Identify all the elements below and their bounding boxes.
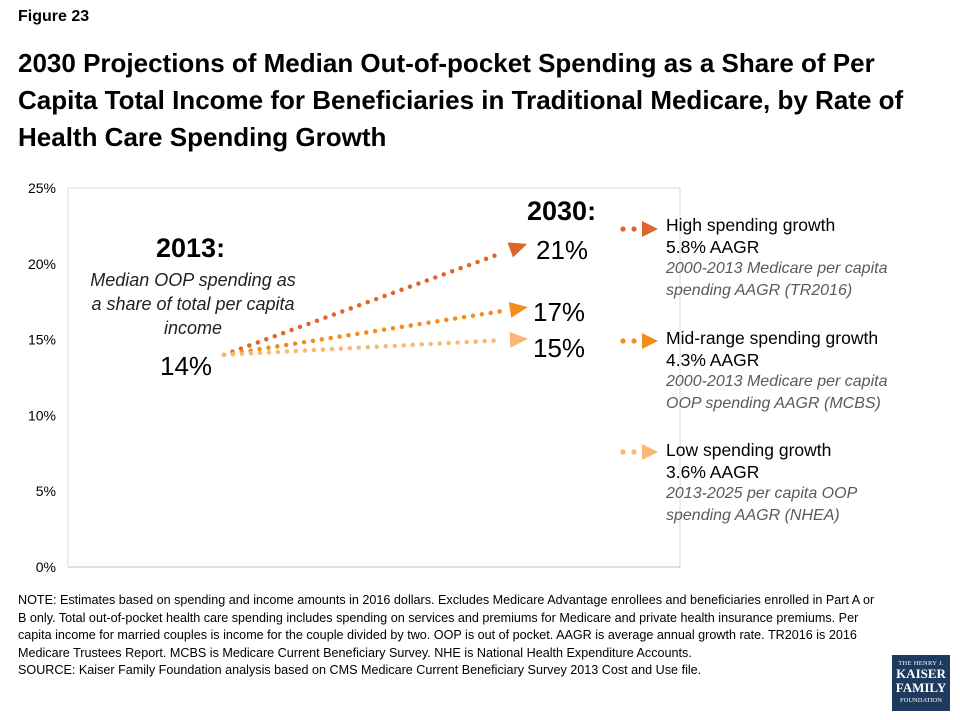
y-tick-label: 20%	[28, 256, 56, 272]
legend-item-high: High spending growth 5.8% AAGR 2000-2013…	[666, 214, 926, 302]
start-value-label: 14%	[160, 351, 213, 381]
series-arrow-1	[508, 301, 528, 318]
figure-label: Figure 23	[18, 8, 90, 25]
legend-rate-mid: 4.3% AAGR	[666, 350, 760, 370]
legend-dot-0	[631, 226, 637, 232]
end-value-high: 21%	[536, 235, 589, 265]
logo-line2: KAISER	[896, 666, 946, 681]
note-text: NOTE: Estimates based on spending and in…	[18, 593, 875, 660]
y-tick-label: 10%	[28, 407, 56, 423]
chart-title: 2030 Projections of Median Out-of-pocket…	[18, 48, 904, 152]
legend-rate-low: 3.6% AAGR	[666, 462, 760, 482]
legend-dot-2	[631, 449, 637, 455]
legend-dot-1	[631, 338, 637, 344]
legend-dot-2	[620, 449, 626, 455]
legend-name-mid: Mid-range spending growth	[666, 328, 879, 348]
legend-note-mid: 2000-2013 Medicare per capita OOP spendi…	[666, 373, 888, 412]
y-tick-label: 0%	[36, 559, 56, 575]
source-text: SOURCE: Kaiser Family Foundation analysi…	[18, 663, 702, 678]
notes: NOTE: Estimates based on spending and in…	[18, 592, 880, 680]
logo-line4: FOUNDATION	[900, 697, 942, 704]
kff-logo: THE HENRY J. KAISER FAMILY FOUNDATION	[892, 655, 950, 711]
legend-rate-high: 5.8% AAGR	[666, 237, 760, 257]
legend-item-low: Low spending growth 3.6% AAGR 2013-2025 …	[666, 439, 926, 527]
legend-name-high: High spending growth	[666, 215, 836, 235]
legend-dot-0	[620, 226, 626, 232]
logo-line3: FAMILY	[895, 680, 947, 695]
legend-name-low: Low spending growth	[666, 440, 832, 460]
logo-line1: THE HENRY J.	[898, 660, 944, 667]
legend-item-mid: Mid-range spending growth 4.3% AAGR 2000…	[666, 327, 926, 415]
legend-arrow-2	[642, 444, 658, 460]
legend-note-low: 2013-2025 per capita OOP spending AAGR (…	[666, 485, 857, 524]
end-value-mid: 17%	[533, 297, 586, 327]
y-tick-label: 5%	[36, 483, 56, 499]
year-end-label: 2030:	[527, 196, 597, 226]
y-tick-label: 25%	[28, 180, 56, 196]
series-line-2	[221, 338, 503, 358]
end-value-low: 15%	[533, 333, 586, 363]
legend-note-high: 2000-2013 Medicare per capita spending A…	[666, 260, 888, 299]
series-arrow-0	[507, 242, 528, 258]
legend-arrow-1	[642, 333, 658, 349]
y-tick-label: 15%	[28, 332, 56, 348]
legend-dot-1	[620, 338, 626, 344]
legend-arrow-0	[642, 221, 658, 237]
year-start-label: 2013:	[156, 233, 226, 263]
series-arrow-2	[509, 331, 528, 348]
series-line-1	[221, 309, 503, 358]
start-note: Median OOP spending as a share of total …	[90, 270, 296, 338]
